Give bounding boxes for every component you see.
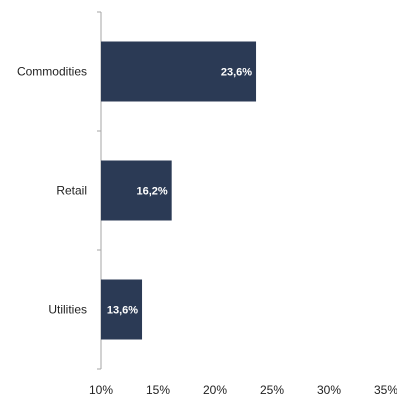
data-label: 16,2% bbox=[136, 186, 167, 198]
category-label: Utilities bbox=[48, 303, 87, 317]
category-label: Retail bbox=[56, 184, 87, 198]
x-tick-label: 30% bbox=[317, 383, 341, 397]
data-label: 13,6% bbox=[107, 305, 138, 317]
x-tick-label: 15% bbox=[146, 383, 170, 397]
x-tick-label: 25% bbox=[260, 383, 284, 397]
x-tick-label: 35% bbox=[374, 383, 397, 397]
bar-utilities bbox=[101, 279, 143, 340]
data-label: 23,6% bbox=[221, 67, 252, 79]
bar-retail bbox=[101, 160, 172, 221]
category-label: Commodities bbox=[17, 65, 87, 79]
x-tick-label: 10% bbox=[89, 383, 113, 397]
bar-commodities bbox=[101, 41, 257, 102]
x-tick-label: 20% bbox=[203, 383, 227, 397]
